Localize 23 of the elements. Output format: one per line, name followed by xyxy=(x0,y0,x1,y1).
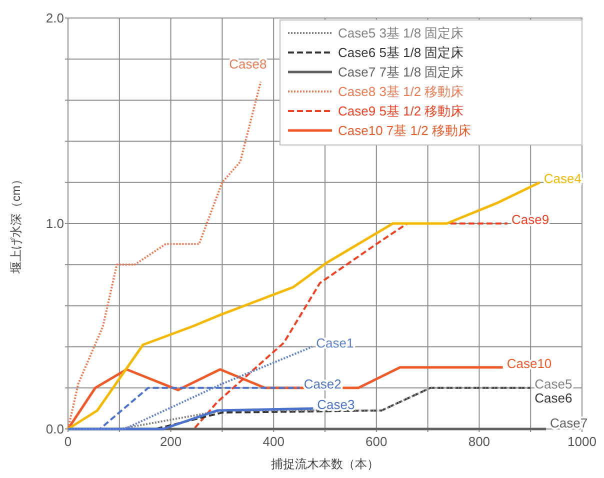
x-tick-label: 0 xyxy=(64,434,72,449)
annotation: Case9 xyxy=(511,212,550,228)
annotation: Case10 xyxy=(506,356,552,371)
legend-label: Case6 5基 1/8 固定床 xyxy=(338,45,464,60)
y-axis-title: 堰上げ水深（cm） xyxy=(9,174,23,274)
legend-label: Case8 3基 1/2 移動床 xyxy=(338,84,464,100)
x-tick-label: 400 xyxy=(262,434,284,449)
annotation: Case6 xyxy=(534,390,572,406)
x-tick-label: 600 xyxy=(366,434,388,449)
annotation: Case8 xyxy=(229,56,267,72)
annotation: Case4 xyxy=(544,170,582,186)
y-tick-label: 1.0 xyxy=(46,216,64,232)
legend-label: Case10 7基 1/2 移動床 xyxy=(338,123,471,138)
y-tick-label: 0.0 xyxy=(46,422,64,437)
x-tick-label: 800 xyxy=(468,434,490,449)
legend-label: Case7 7基 1/8 固定床 xyxy=(338,64,464,80)
annotation: Case5 xyxy=(534,376,572,392)
x-tick-label: 200 xyxy=(160,434,182,449)
y-tick-label: 2.0 xyxy=(46,10,64,26)
x-tick-label: 1000 xyxy=(568,434,596,449)
legend-label: Case5 3基 1/8 固定床 xyxy=(338,26,464,41)
legend-label: Case9 5基 1/2 移動床 xyxy=(338,104,464,119)
x-axis-title: 捕捉流木本数（本） xyxy=(271,457,379,471)
